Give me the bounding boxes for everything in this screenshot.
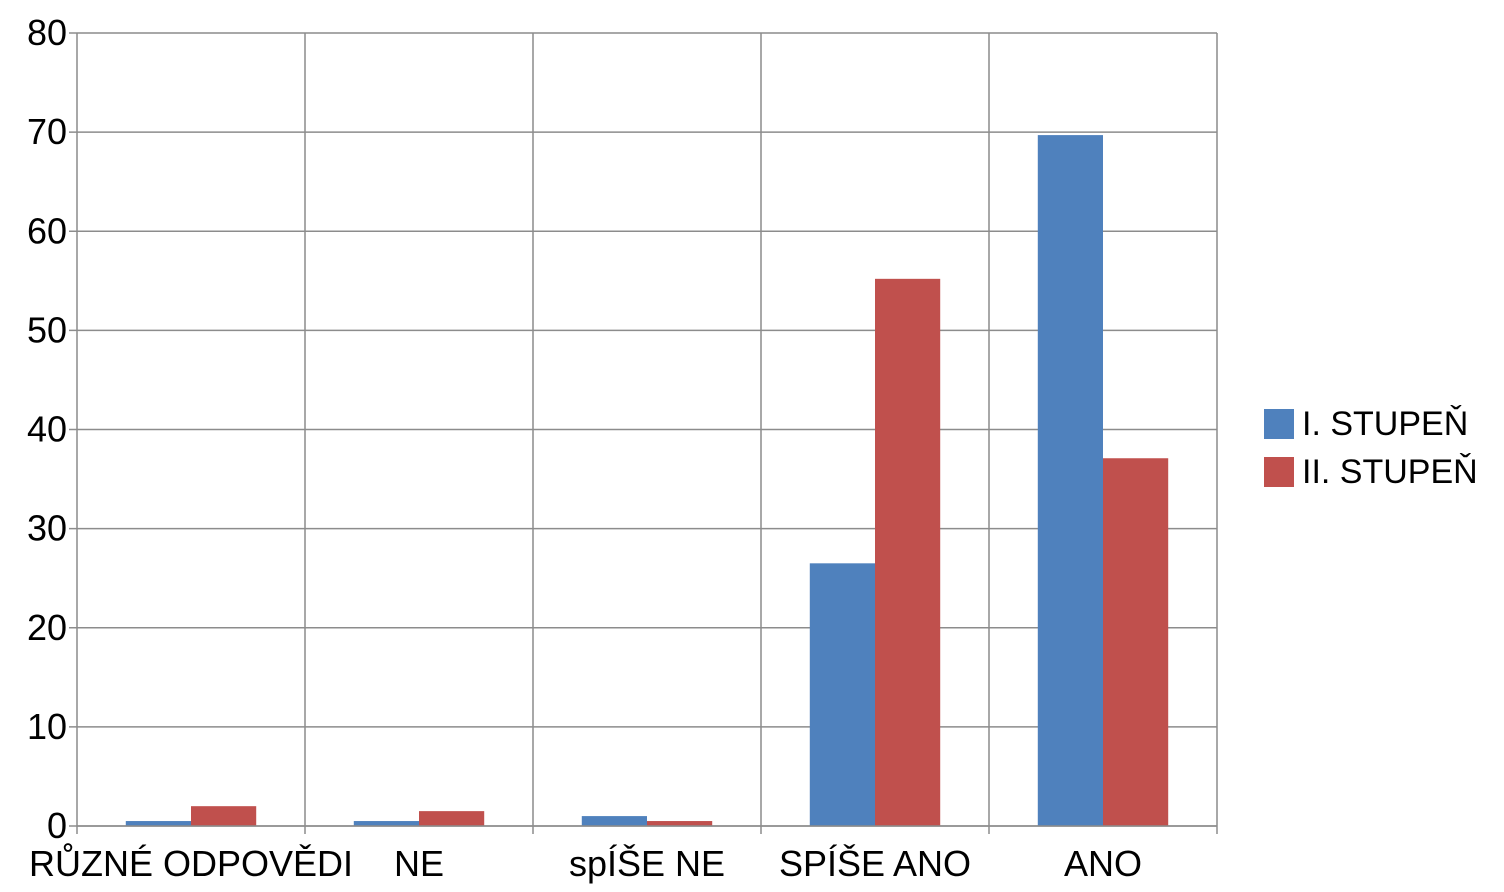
bar-series-2 [419, 811, 485, 826]
legend-item-series-1: I. STUPEŇ [1264, 400, 1478, 448]
x-tick-label: spÍŠE NE [569, 843, 725, 884]
y-tick-label: 60 [27, 210, 67, 251]
y-tick-label: 0 [47, 805, 67, 846]
bar-series-2 [1103, 458, 1169, 826]
y-tick-label: 70 [27, 111, 67, 152]
bar-series-1 [1037, 135, 1103, 826]
y-tick-label: 20 [27, 607, 67, 648]
legend-label-series-1: I. STUPEŇ [1302, 404, 1469, 443]
bar-series-1 [353, 821, 419, 826]
y-tick-label: 80 [27, 12, 67, 53]
gridlines [77, 32, 1218, 827]
bar-series-2 [875, 278, 941, 827]
legend: I. STUPEŇ II. STUPEŇ [1264, 400, 1478, 496]
y-tick-label: 40 [27, 409, 67, 450]
x-tick-label: NE [394, 843, 444, 884]
x-tick-label: SPÍŠE ANO [779, 843, 971, 884]
legend-swatch-series-2 [1264, 457, 1294, 487]
bars [125, 135, 1169, 827]
tick-labels: 0 10 20 30 40 50 60 70 80 RŮZNÉ ODPOVĚDI NE spÍŠE N… [27, 12, 1142, 884]
legend-item-series-2: II. STUPEŇ [1264, 448, 1478, 496]
y-tick-label: 10 [27, 706, 67, 747]
x-tick-label: ANO [1064, 843, 1142, 884]
y-tick-label: 30 [27, 508, 67, 549]
legend-swatch-series-1 [1264, 409, 1294, 439]
bar-series-1 [581, 816, 647, 826]
bar-series-1 [809, 563, 875, 826]
bar-series-1 [125, 821, 191, 826]
x-tick-label: RŮZNÉ ODPOVĚDI [29, 842, 353, 884]
bar-series-2 [191, 806, 257, 826]
y-tick-label: 50 [27, 309, 67, 350]
axes [69, 32, 1218, 834]
bar-series-2 [647, 821, 713, 826]
legend-label-series-2: II. STUPEŇ [1302, 452, 1478, 491]
